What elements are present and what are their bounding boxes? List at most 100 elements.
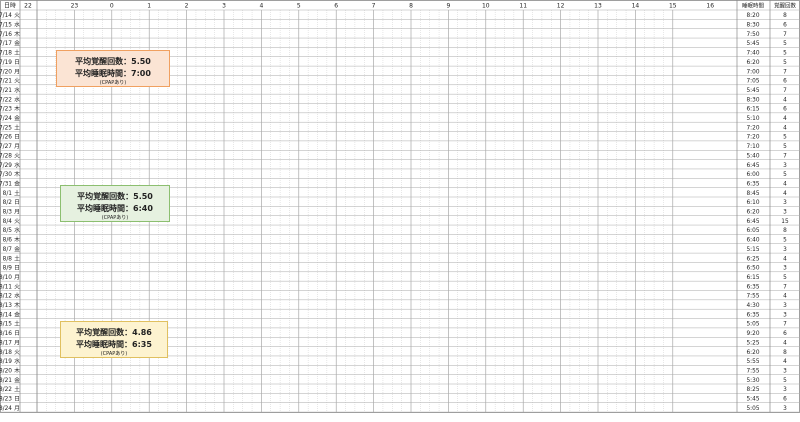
- row-wake-count: 3: [783, 368, 787, 374]
- summary-box-period-2: 平均覚醒回数：5.50 平均睡眠時間：6:40 (CPAPあり): [60, 185, 170, 222]
- row-weekday: 月: [14, 68, 20, 75]
- row-duration: 6:15: [746, 107, 759, 113]
- row-weekday: 金: [14, 376, 20, 384]
- row-duration: 7:40: [746, 51, 759, 57]
- hour-label: 4: [259, 3, 263, 10]
- row-weekday: 木: [14, 30, 20, 38]
- row-date: 7/29: [0, 163, 12, 169]
- row-date: 8/17: [0, 340, 12, 346]
- hour-label: 6: [334, 3, 338, 10]
- row-duration: 5:10: [746, 116, 759, 122]
- hour-label: 2: [185, 3, 189, 10]
- duration-header: 睡眠時間: [742, 2, 765, 10]
- row-weekday: 金: [14, 245, 20, 253]
- row-duration: 5:55: [746, 359, 759, 365]
- summary-note: (CPAPあり): [101, 215, 129, 221]
- row-weekday: 金: [14, 310, 20, 318]
- summary-note: (CPAPあり): [99, 80, 127, 86]
- row-date: 7/20: [0, 69, 12, 75]
- row-duration: 8:30: [746, 23, 759, 29]
- row-duration: 5:05: [746, 406, 759, 412]
- row-date: 8/12: [0, 294, 12, 300]
- row-date: 8/20: [0, 368, 12, 374]
- row-weekday: 木: [14, 301, 20, 309]
- row-weekday: 火: [14, 283, 20, 290]
- row-weekday: 金: [14, 39, 20, 47]
- row-weekday: 日: [14, 59, 20, 66]
- row-weekday: 火: [14, 152, 20, 159]
- row-date: 8/18: [0, 350, 12, 356]
- row-duration: 6:45: [746, 163, 759, 169]
- row-duration: 5:45: [746, 88, 759, 94]
- summary-wake-count: 平均覚醒回数：5.50: [75, 57, 151, 66]
- row-date: 7/25: [0, 125, 12, 131]
- hour-label: 7: [372, 3, 376, 10]
- row-duration: 6:25: [746, 256, 759, 262]
- row-date: 7/31: [0, 181, 12, 187]
- row-duration: 4:30: [746, 303, 759, 309]
- row-date: 7/26: [0, 135, 12, 141]
- hour-label: 22: [24, 3, 32, 10]
- row-wake-count: 7: [783, 322, 787, 328]
- row-duration: 6:40: [746, 238, 759, 244]
- row-wake-count: 3: [783, 406, 787, 412]
- row-wake-count: 4: [783, 116, 787, 122]
- row-duration: 5:30: [746, 378, 759, 384]
- row-duration: 9:20: [746, 331, 759, 337]
- row-wake-count: 6: [783, 79, 787, 85]
- row-date: 7/21: [0, 88, 12, 94]
- row-weekday: 水: [14, 86, 20, 94]
- row-weekday: 日: [14, 134, 20, 141]
- row-wake-count: 3: [783, 210, 787, 216]
- row-weekday: 月: [14, 143, 20, 150]
- row-duration: 8:25: [746, 387, 759, 393]
- row-date: 8/4: [3, 219, 13, 225]
- hour-label: 12: [557, 3, 565, 10]
- row-wake-count: 6: [783, 331, 787, 337]
- row-wake-count: 6: [783, 107, 787, 113]
- hour-label: 13: [594, 3, 602, 10]
- row-date: 8/23: [0, 397, 12, 403]
- row-wake-count: 5: [783, 135, 787, 141]
- row-wake-count: 4: [783, 294, 787, 300]
- row-wake-count: 7: [783, 153, 787, 159]
- row-wake-count: 4: [783, 181, 787, 187]
- row-weekday: 木: [14, 170, 20, 178]
- row-date: 7/28: [0, 153, 12, 159]
- row-duration: 7:55: [746, 294, 759, 300]
- row-wake-count: 5: [783, 238, 787, 244]
- row-date: 7/24: [0, 116, 12, 122]
- row-date: 8/6: [3, 238, 13, 244]
- hour-label: 15: [669, 3, 677, 10]
- row-duration: 6:20: [746, 60, 759, 66]
- row-wake-count: 3: [783, 303, 787, 309]
- row-duration: 7:55: [746, 368, 759, 374]
- row-weekday: 火: [14, 349, 20, 356]
- row-wake-count: 3: [783, 247, 787, 253]
- row-date: 7/22: [0, 97, 12, 103]
- row-wake-count: 5: [783, 275, 787, 281]
- row-wake-count: 8: [783, 13, 787, 19]
- row-wake-count: 3: [783, 200, 787, 206]
- row-duration: 7:00: [746, 69, 759, 75]
- row-wake-count: 5: [783, 378, 787, 384]
- row-date: 8/19: [0, 359, 12, 365]
- row-wake-count: 7: [783, 69, 787, 75]
- row-weekday: 水: [14, 95, 20, 103]
- row-duration: 6:45: [746, 219, 759, 225]
- row-wake-count: 6: [783, 23, 787, 29]
- row-wake-count: 7: [783, 284, 787, 290]
- row-duration: 5:05: [746, 322, 759, 328]
- row-duration: 7:20: [746, 125, 759, 131]
- row-weekday: 水: [14, 226, 20, 234]
- row-duration: 7:50: [746, 32, 759, 38]
- row-wake-count: 4: [783, 97, 787, 103]
- row-wake-count: 5: [783, 51, 787, 57]
- row-wake-count: 4: [783, 191, 787, 197]
- row-duration: 6:05: [746, 228, 759, 234]
- row-wake-count: 8: [783, 228, 787, 234]
- hour-label: 8: [409, 3, 413, 10]
- row-weekday: 月: [14, 274, 20, 281]
- row-date: 8/9: [3, 266, 13, 272]
